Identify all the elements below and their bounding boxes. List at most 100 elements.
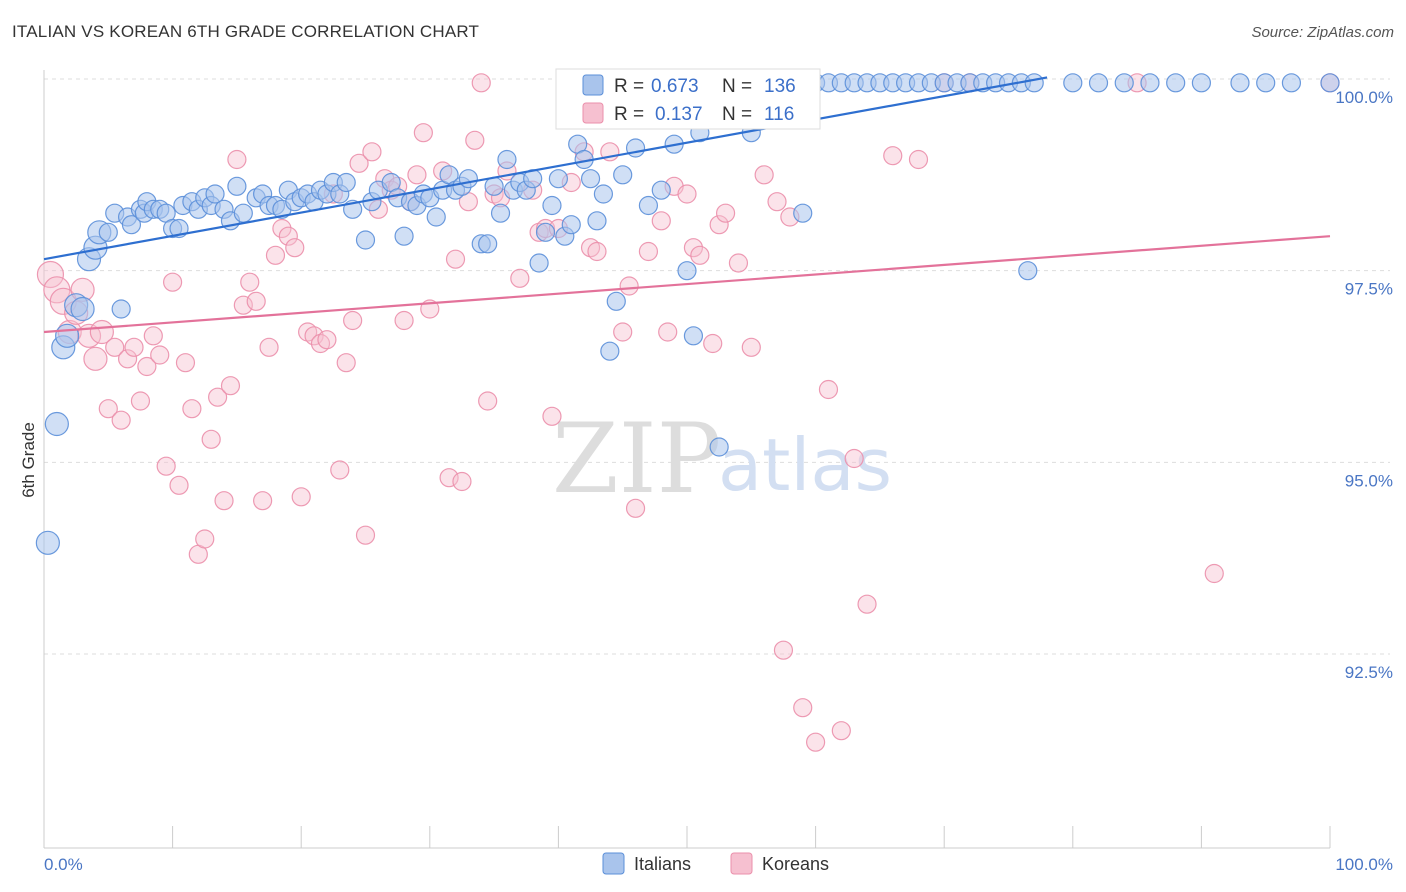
y-tick-label: 100.0% <box>1335 88 1393 107</box>
italians-point <box>227 176 247 196</box>
koreans-point <box>208 387 228 407</box>
italians-point <box>1140 73 1160 93</box>
italians-point <box>1281 73 1302 93</box>
koreans-point <box>1204 563 1224 584</box>
italians-point <box>35 530 60 555</box>
koreans-point <box>285 238 305 258</box>
italians-point <box>55 323 80 348</box>
koreans-point <box>220 376 241 396</box>
koreans-point <box>36 260 65 289</box>
koreans-point <box>619 276 639 296</box>
italians-point <box>529 253 549 273</box>
italians-point <box>44 411 69 437</box>
bottom-legend-italians: Italians <box>634 854 691 874</box>
legend-swatch-koreans <box>582 102 604 124</box>
legend-n-value-koreans: 116 <box>764 104 794 125</box>
koreans-point <box>831 721 851 741</box>
chart-title: ITALIAN VS KOREAN 6TH GRADE CORRELATION … <box>12 22 480 41</box>
italians-point <box>1024 73 1044 93</box>
watermark-zip: ZIP <box>552 403 721 515</box>
koreans-point <box>793 698 813 718</box>
italians-point <box>593 184 614 204</box>
italians-point <box>548 169 569 189</box>
trend-lines <box>43 76 1331 334</box>
koreans-point <box>587 241 607 262</box>
italians-point <box>490 203 511 223</box>
koreans-point <box>709 215 729 235</box>
koreans-point <box>818 379 839 400</box>
italians-point <box>677 261 697 281</box>
koreans-point <box>124 337 144 357</box>
koreans-point <box>111 410 131 430</box>
koreans-point <box>413 123 433 143</box>
y-tick-label: 95.0% <box>1345 471 1393 490</box>
legend-n-label-italians: N = <box>722 76 752 97</box>
koreans-point <box>83 346 108 371</box>
koreans-point <box>703 333 723 354</box>
koreans-point <box>330 460 350 480</box>
koreans-point <box>625 498 646 518</box>
koreans-point <box>156 456 176 476</box>
italians-point <box>233 203 253 223</box>
koreans-point <box>278 226 298 246</box>
koreans-point <box>883 146 903 166</box>
italians-point <box>613 165 633 185</box>
italians-point <box>600 341 620 361</box>
italians-point <box>111 299 131 319</box>
koreans-point <box>445 249 466 269</box>
series-legend: Italians Koreans <box>602 852 829 875</box>
koreans-point <box>542 406 562 426</box>
x-tick-labels: 0.0% 100.0% <box>44 855 1393 874</box>
koreans-point <box>908 149 929 170</box>
italians-point <box>1166 73 1186 93</box>
koreans-point <box>805 732 826 752</box>
italians-point <box>1256 73 1276 93</box>
italians-point <box>355 230 376 250</box>
italians-point <box>70 296 95 322</box>
koreans-point <box>407 165 427 185</box>
legend-n-value-italians: 136 <box>764 76 796 97</box>
italians-point <box>651 180 671 200</box>
italians-point <box>1230 73 1250 93</box>
italians-point <box>1320 73 1340 93</box>
grid-lines <box>44 78 1390 655</box>
italians-point <box>1114 73 1134 93</box>
bottom-legend-swatch-koreans <box>730 852 753 875</box>
italians-point <box>336 172 356 193</box>
italians-point <box>205 184 225 204</box>
koreans-point <box>98 399 118 419</box>
koreans-point <box>253 491 273 511</box>
koreans-point <box>349 153 369 173</box>
koreans-point <box>394 310 414 331</box>
y-axis-label: 6th Grade <box>19 422 38 498</box>
koreans-point <box>214 491 234 511</box>
koreans-point <box>465 130 485 150</box>
koreans-point <box>355 525 376 545</box>
italians-point <box>587 211 607 231</box>
koreans-point <box>272 218 292 239</box>
koreans-point <box>336 353 356 373</box>
watermark-atlas: atlas <box>718 423 892 507</box>
koreans-point <box>317 330 337 350</box>
koreans-point <box>651 211 671 231</box>
bottom-legend-swatch-italians <box>602 852 625 875</box>
koreans-point <box>182 399 202 419</box>
italians-point <box>1191 73 1212 93</box>
koreans-point <box>754 165 774 185</box>
italians-point <box>426 207 446 227</box>
koreans-point <box>683 238 704 258</box>
italians-point <box>606 291 626 311</box>
y-tick-labels: 100.0% 97.5% 95.0% 92.5% <box>1335 88 1393 682</box>
koreans-point <box>510 268 530 288</box>
italians-point <box>497 149 517 170</box>
koreans-point <box>195 529 215 549</box>
legend-r-label-koreans: R = <box>614 104 644 125</box>
italians-point <box>394 226 414 246</box>
koreans-point <box>265 245 286 265</box>
koreans-point <box>844 448 864 469</box>
koreans-point <box>452 471 472 492</box>
koreans-point <box>362 142 382 162</box>
koreans-point <box>728 253 749 273</box>
koreans-point <box>227 149 247 170</box>
italians-point <box>1063 73 1083 93</box>
